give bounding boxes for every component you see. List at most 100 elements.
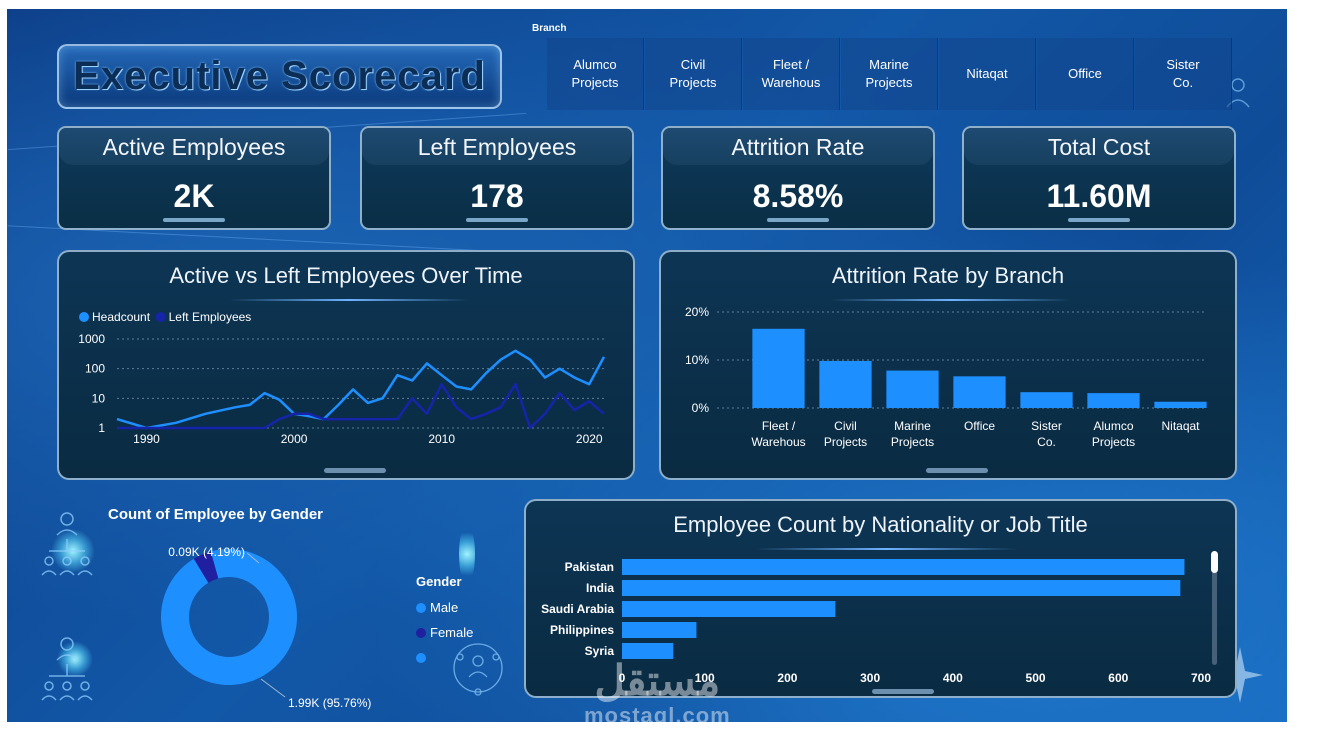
- x-tick-label: 500: [1026, 671, 1046, 685]
- series-line-left-employees: [117, 382, 605, 430]
- title-banner: Executive Scorecard: [57, 44, 502, 109]
- y-tick-label: Saudi Arabia: [541, 602, 614, 616]
- x-tick-label: 2010: [428, 432, 455, 446]
- x-tick-label: Office: [964, 419, 995, 433]
- legend-marker: [155, 312, 166, 322]
- y-tick-label: 10: [92, 391, 106, 405]
- branch-option-label: Marine Projects: [865, 57, 913, 90]
- decor-glow: [459, 524, 475, 584]
- x-tick-label: 300: [860, 671, 880, 685]
- watermark-logo: مستقل mostaql.com: [584, 657, 731, 723]
- scroll-indicator[interactable]: [926, 468, 988, 473]
- branch-bar-panel: Attrition Rate by Branch 0% 10% 20% Fleet /…: [659, 250, 1237, 480]
- bar: [622, 622, 697, 638]
- vertical-scrollbar[interactable]: [1212, 551, 1217, 665]
- blank-dot-icon: [416, 652, 426, 663]
- kpi-label: Active Employees: [59, 128, 329, 165]
- branch-chart-title: Attrition Rate by Branch: [831, 263, 1065, 288]
- bar: [622, 601, 836, 617]
- branch-option[interactable]: Marine Projects: [841, 38, 938, 110]
- x-tick-label: 700: [1191, 671, 1211, 685]
- gender-chart-title: Count of Employee by Gender: [108, 506, 324, 523]
- title-underline: [229, 299, 469, 301]
- branch-option-label: Fleet / Warehous: [761, 57, 821, 90]
- female-dot-icon: [416, 627, 426, 638]
- x-tick-label: 1990: [133, 432, 160, 446]
- scroll-indicator[interactable]: [324, 468, 386, 473]
- x-tick-label: Projects: [824, 435, 867, 449]
- x-tick-label: 600: [1108, 671, 1128, 685]
- x-tick-label: Marine: [894, 419, 931, 433]
- x-tick-label: Projects: [891, 435, 934, 449]
- watermark-arabic: مستقل: [594, 657, 721, 704]
- legend-label: Left Employees: [169, 310, 252, 324]
- watermark-latin: mostaql.com: [584, 703, 731, 722]
- bar: [1020, 392, 1073, 408]
- data-label-male: 1.99K (95.76%): [288, 696, 371, 710]
- y-tick-label: India: [586, 581, 614, 595]
- legend-item-male[interactable]: Male: [416, 595, 473, 620]
- branch-slicer-label: Branch: [532, 23, 567, 34]
- y-tick-label: Syria: [585, 644, 615, 658]
- nationality-bar-chart: Pakistan India Saudi Arabia Philippines Syri…: [541, 559, 1211, 685]
- branch-option-label: Civil Projects: [669, 57, 717, 90]
- bar: [1154, 401, 1207, 408]
- legend-item-blank[interactable]: [416, 645, 473, 670]
- y-tick-label: Pakistan: [565, 560, 614, 574]
- bar: [1087, 393, 1140, 408]
- x-tick-label: 400: [943, 671, 963, 685]
- line-chart-panel: Active vs Left Employees Over Time 1 10 10…: [57, 250, 635, 480]
- x-tick-label: Projects: [1092, 435, 1135, 449]
- bar: [622, 559, 1185, 575]
- branch-option[interactable]: Civil Projects: [645, 38, 742, 110]
- y-tick-label: 0%: [692, 401, 710, 415]
- nationality-bar-panel: Employee Count by Nationality or Job Tit…: [524, 499, 1237, 698]
- x-tick-label: 0: [619, 671, 626, 685]
- x-tick-label: Civil: [834, 419, 857, 433]
- bar: [953, 376, 1006, 408]
- team-circle-icon: [453, 643, 503, 696]
- kpi-total-cost: Total Cost 11.60M: [962, 126, 1236, 230]
- legend-item-female[interactable]: Female: [416, 620, 473, 645]
- data-label-female: 0.09K (4.19%): [168, 545, 245, 559]
- series-line-headcount: [116, 349, 606, 430]
- x-tick-label: Sister: [1031, 419, 1062, 433]
- kpi-accent-bar: [466, 218, 528, 222]
- x-tick-label: Nitaqat: [1161, 419, 1200, 433]
- scrollbar-thumb[interactable]: [1211, 551, 1218, 573]
- x-tick-label: 2020: [576, 432, 603, 446]
- org-chart-icon: [41, 637, 93, 701]
- x-tick-label: Co.: [1037, 435, 1056, 449]
- legend-label: Male: [430, 600, 459, 615]
- branch-option-label: Sister Co.: [1166, 57, 1200, 90]
- branch-option[interactable]: Office: [1037, 38, 1134, 110]
- branch-bar-chart: 0% 10% 20% Fleet / Warehous Civil Projects Mari…: [685, 305, 1207, 449]
- donut-slice-male: [160, 549, 297, 685]
- bar: [886, 370, 939, 408]
- kpi-label: Total Cost: [964, 128, 1234, 165]
- bar: [622, 643, 674, 659]
- branch-option[interactable]: Fleet / Warehous: [743, 38, 840, 110]
- kpi-value: 11.60M: [1046, 178, 1152, 214]
- x-tick-label: Fleet /: [762, 419, 796, 433]
- branch-option[interactable]: Sister Co.: [1135, 38, 1232, 110]
- y-tick-label: 1: [98, 421, 105, 435]
- kpi-label: Left Employees: [362, 128, 632, 165]
- scroll-indicator[interactable]: [872, 689, 934, 694]
- x-tick-label: Alumco: [1093, 419, 1133, 433]
- kpi-left-employees: Left Employees 178: [360, 126, 634, 230]
- legend-label: Headcount: [92, 310, 151, 324]
- legend-marker: [79, 312, 89, 322]
- kpi-value: 178: [470, 178, 524, 214]
- branch-option-label: Alumco Projects: [571, 57, 619, 90]
- branch-option[interactable]: Nitaqat: [939, 38, 1036, 110]
- dashboard-canvas: Executive Scorecard Branch Alumco Project…: [7, 9, 1287, 722]
- page-title: Executive Scorecard: [73, 54, 486, 98]
- branch-option[interactable]: Alumco Projects: [547, 38, 644, 110]
- bar: [622, 580, 1181, 596]
- kpi-accent-bar: [163, 218, 225, 222]
- y-tick-label: Philippines: [550, 623, 614, 637]
- legend-label: Female: [430, 625, 474, 640]
- kpi-value: 2K: [173, 178, 215, 214]
- gender-donut-chart: 1.99K (95.76%) 0.09K (4.19%): [160, 545, 371, 710]
